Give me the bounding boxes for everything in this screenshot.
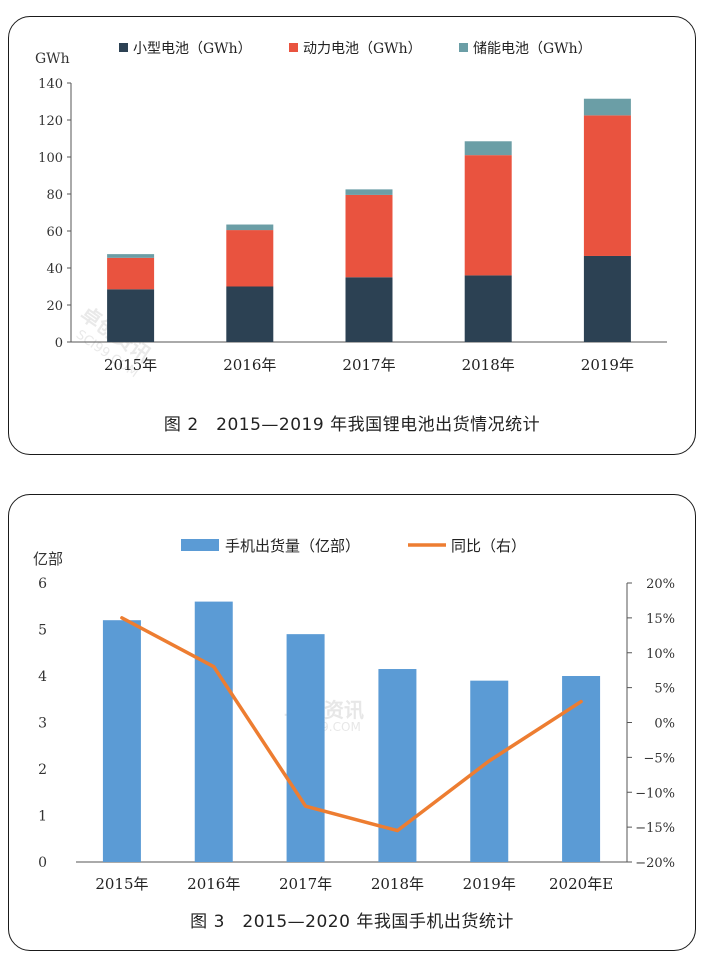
y-tick-label: 2 (38, 762, 47, 778)
bar-segment-2 (464, 155, 512, 276)
y-tick-label: 0 (55, 336, 63, 351)
y-tick-label: 40 (46, 262, 63, 277)
bar-segment-2 (583, 115, 631, 256)
y2-tick-label: 5% (654, 682, 675, 697)
x-tick-label: 2015年 (104, 356, 157, 374)
legend-label: 动力电池（GWh） (303, 41, 422, 57)
bar (194, 601, 233, 862)
y2-tick-label: −10% (635, 786, 675, 801)
chart-panel-lithium-battery: 卓创资讯SCI99.COMGWh0204060801001201402015年2… (8, 16, 696, 455)
y-tick-label: 60 (46, 225, 63, 240)
chart-caption: 图 3 2015—2020 年我国手机出货统计 (190, 912, 514, 932)
y2-tick-label: 0% (654, 717, 675, 732)
legend-label: 手机出货量（亿部） (225, 537, 360, 555)
bar-segment-1 (464, 275, 512, 342)
x-tick-label: 2020年E (549, 875, 613, 893)
legend-swatch (289, 43, 298, 52)
legend-label: 同比（右） (451, 537, 526, 555)
y-axis-label: 亿部 (33, 550, 63, 568)
x-tick-label: 2018年 (371, 875, 424, 893)
bar-segment-1 (345, 277, 393, 342)
y-tick-label: 4 (38, 669, 47, 685)
y2-tick-label: 15% (646, 612, 675, 627)
bar (562, 676, 601, 862)
y-tick-label: 120 (38, 114, 63, 129)
x-tick-label: 2017年 (279, 875, 332, 893)
chart-lithium-battery: 卓创资讯SCI99.COMGWh0204060801001201402015年2… (35, 41, 667, 381)
y-tick-label: 0 (38, 855, 47, 871)
y2-tick-label: 20% (646, 577, 675, 592)
y-tick-label: 140 (38, 77, 63, 92)
bar-segment-2 (345, 194, 393, 278)
bar-segment-1 (583, 255, 631, 342)
bar-segment-1 (107, 289, 155, 342)
y-tick-label: 6 (38, 576, 47, 592)
bar-segment-3 (226, 224, 274, 231)
bar-segment-3 (583, 98, 631, 116)
bar (102, 620, 141, 862)
x-tick-label: 2018年 (462, 356, 515, 374)
chart-panel-phone-shipments: 卓创资讯SCI99.COM亿部012345620%15%10%5%0%−5%−1… (8, 494, 696, 951)
x-tick-label: 2019年 (463, 875, 516, 893)
legend-label: 储能电池（GWh） (473, 41, 592, 57)
legend-label: 小型电池（GWh） (133, 41, 252, 57)
legend-swatch (119, 43, 128, 52)
y-axis-label: GWh (35, 51, 70, 67)
y2-tick-label: −20% (635, 856, 675, 871)
y-tick-label: 20 (46, 299, 63, 314)
bar-segment-3 (107, 254, 155, 258)
legend-swatch (181, 539, 219, 551)
bar-segment-3 (345, 189, 393, 195)
y2-tick-label: −15% (635, 821, 675, 836)
x-tick-label: 2019年 (581, 356, 634, 374)
bar (286, 634, 325, 862)
bar-segment-1 (226, 286, 274, 342)
chart-caption: 图 2 2015—2019 年我国锂电池出货情况统计 (163, 415, 541, 435)
bar (378, 669, 417, 862)
bar-segment-2 (107, 257, 155, 290)
x-tick-label: 2015年 (95, 875, 148, 893)
legend-swatch (459, 43, 468, 52)
x-tick-label: 2016年 (187, 875, 240, 893)
x-tick-label: 2016年 (223, 356, 276, 374)
y-tick-label: 1 (38, 809, 47, 825)
bar-segment-2 (226, 230, 274, 287)
y-tick-label: 80 (46, 188, 63, 203)
bar-segment-3 (464, 141, 512, 156)
y-tick-label: 5 (38, 623, 47, 639)
y2-tick-label: 10% (646, 647, 675, 662)
x-tick-label: 2017年 (342, 356, 395, 374)
y-tick-label: 3 (38, 716, 47, 732)
y2-tick-label: −5% (643, 751, 675, 766)
chart-phone-shipments: 卓创资讯SCI99.COM亿部012345620%15%10%5%0%−5%−1… (33, 537, 675, 893)
y-tick-label: 100 (38, 151, 63, 166)
line-series (120, 616, 583, 833)
